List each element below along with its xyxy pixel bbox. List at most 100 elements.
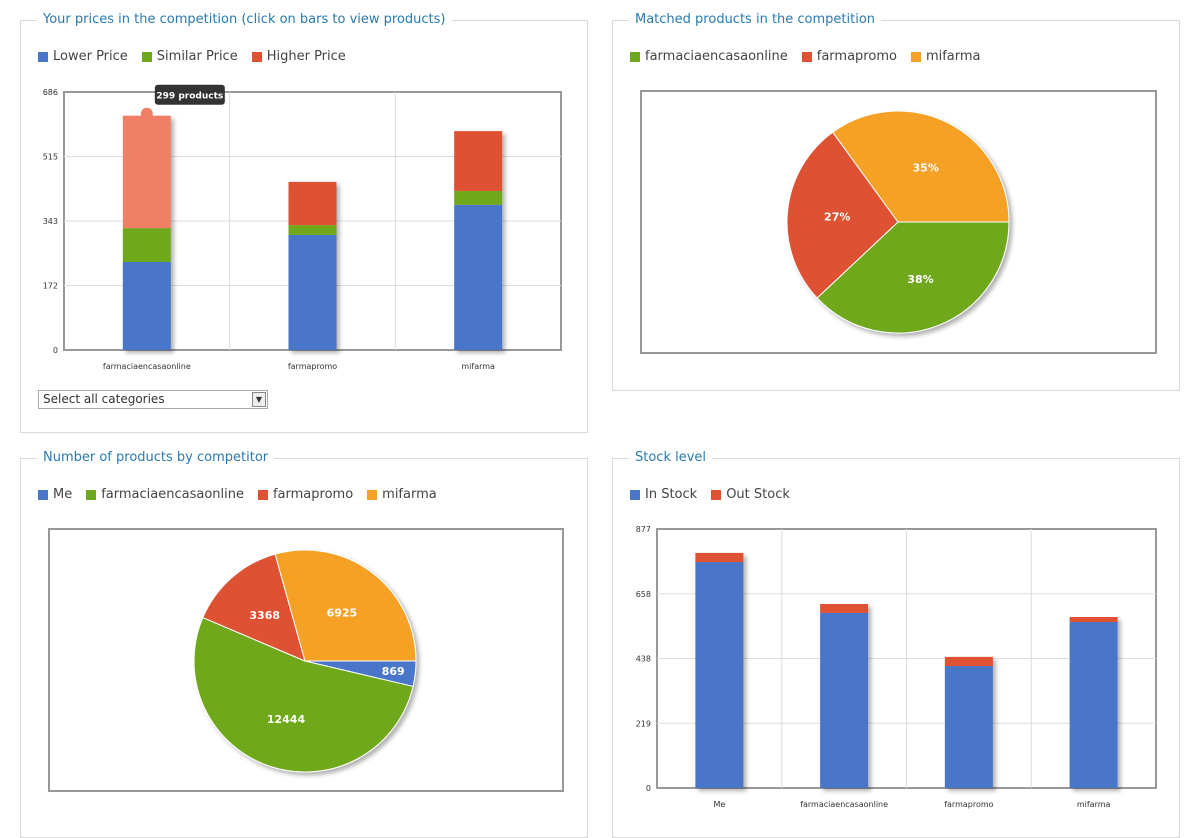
category-select[interactable]: Select all categories ▼ bbox=[38, 390, 268, 409]
panel-title: Number of products by competitor bbox=[37, 450, 275, 466]
legend-label: Out Stock bbox=[726, 487, 790, 502]
chart-legend: Lower Price Similar Price Higher Price bbox=[38, 49, 346, 64]
slice-label: 6925 bbox=[327, 606, 358, 619]
bar-segment[interactable] bbox=[288, 181, 337, 226]
bar-stack[interactable] bbox=[820, 604, 869, 788]
bar-segment[interactable] bbox=[820, 612, 869, 788]
legend-item[interactable]: Similar Price bbox=[141, 49, 238, 64]
y-tick-label: 219 bbox=[636, 719, 651, 728]
legend-swatch bbox=[38, 489, 48, 500]
y-tick-label: 877 bbox=[636, 525, 651, 534]
legend-swatch bbox=[630, 489, 640, 500]
prices-bar-chart[interactable]: 0 172 343 515 686 farmaciaencasaonline farmapr… bbox=[21, 21, 589, 381]
x-tick-label: farmapromo bbox=[288, 362, 337, 371]
bar-segment[interactable] bbox=[122, 115, 171, 229]
slice-label: 12444 bbox=[267, 713, 306, 726]
legend-swatch bbox=[38, 51, 48, 62]
chevron-down-icon[interactable]: ▼ bbox=[252, 392, 266, 407]
legend-label: Lower Price bbox=[53, 49, 128, 64]
bar-segment[interactable] bbox=[454, 190, 503, 205]
bar-stack[interactable] bbox=[288, 181, 337, 350]
tooltip bbox=[154, 84, 225, 105]
legend-item[interactable]: Higher Price bbox=[251, 49, 346, 64]
legend-item[interactable]: Me bbox=[38, 487, 72, 502]
pie bbox=[193, 549, 417, 773]
numprod-panel: Number of products by competitor Me farma… bbox=[20, 450, 588, 838]
legend-label: mifarma bbox=[925, 49, 981, 64]
legend-item[interactable]: farmapromo bbox=[257, 487, 354, 502]
slice-label: 27% bbox=[824, 210, 850, 223]
bar-segment[interactable] bbox=[695, 552, 744, 563]
bar-segment[interactable] bbox=[944, 666, 993, 788]
legend-label: Higher Price bbox=[266, 49, 346, 64]
bar-segment[interactable] bbox=[288, 234, 337, 350]
legend-label: Me bbox=[53, 487, 73, 502]
chart-legend: Me farmaciaencasaonline farmapromo mifarma bbox=[38, 487, 437, 502]
matched-panel: Matched products in the competition farm… bbox=[612, 12, 1180, 391]
legend-swatch bbox=[251, 51, 262, 62]
legend-label: mifarma bbox=[382, 487, 437, 502]
bar-segment[interactable] bbox=[122, 228, 171, 262]
x-tick-label: mifarma bbox=[461, 362, 495, 371]
pie-slice bbox=[274, 549, 417, 662]
pie-slice bbox=[816, 221, 1010, 334]
bar-segment[interactable] bbox=[1069, 622, 1118, 788]
pie-slice bbox=[202, 553, 306, 662]
legend-item[interactable]: farmaciaencasaonline bbox=[630, 49, 788, 64]
bar-stack[interactable] bbox=[122, 115, 171, 350]
bar-segment[interactable] bbox=[944, 656, 993, 667]
hover-marker bbox=[140, 107, 153, 120]
slice-label: 869 bbox=[382, 665, 405, 678]
bar-segment[interactable] bbox=[122, 261, 171, 350]
legend-label: farmapromo bbox=[272, 487, 354, 502]
bar-segment[interactable] bbox=[454, 131, 503, 191]
bar-stack[interactable] bbox=[695, 552, 744, 788]
legend-label: farmaciaencasaonline bbox=[101, 487, 244, 502]
bar-stack[interactable] bbox=[454, 131, 503, 350]
y-tick-label: 0 bbox=[646, 784, 651, 793]
y-tick-label: 172 bbox=[43, 282, 58, 291]
chart-legend: farmaciaencasaonline farmapromo mifarma bbox=[630, 49, 981, 64]
legend-label: In Stock bbox=[645, 487, 698, 502]
bar-segment[interactable] bbox=[288, 225, 337, 235]
legend-item[interactable]: farmapromo bbox=[801, 49, 897, 64]
panel-title: Your prices in the competition (click on… bbox=[37, 12, 452, 28]
y-tick-label: 658 bbox=[636, 590, 651, 599]
slice-label: 38% bbox=[907, 273, 933, 286]
legend-swatch bbox=[910, 51, 921, 62]
y-tick-label: 343 bbox=[43, 217, 58, 226]
matched-pie-chart: 38% 27% 35% bbox=[640, 90, 1157, 354]
bar-segment[interactable] bbox=[1069, 617, 1118, 623]
x-tick-label: farmaciaencasaonline bbox=[103, 362, 191, 371]
legend-swatch bbox=[141, 51, 152, 62]
y-tick-label: 0 bbox=[53, 346, 58, 355]
legend-swatch bbox=[711, 489, 722, 500]
legend-item[interactable]: In Stock bbox=[630, 487, 697, 502]
chart-legend: In Stock Out Stock bbox=[630, 487, 790, 502]
panel-title: Matched products in the competition bbox=[629, 12, 882, 28]
legend-item[interactable]: Out Stock bbox=[711, 487, 790, 502]
bar-segment[interactable] bbox=[695, 562, 744, 788]
pie bbox=[786, 110, 1010, 334]
stock-bar-chart[interactable]: 0 219 438 658 877 Me farmaciaencasaonline farma… bbox=[613, 459, 1181, 819]
panel-title: Stock level bbox=[629, 450, 713, 466]
legend-label: farmaciaencasaonline bbox=[645, 49, 788, 64]
legend-item[interactable]: Lower Price bbox=[38, 49, 128, 64]
legend-swatch bbox=[630, 51, 640, 62]
category-select-value: Select all categories bbox=[43, 392, 165, 406]
stock-panel: Stock level In Stock Out Stock 0 219 438 658… bbox=[612, 450, 1181, 838]
legend-swatch bbox=[86, 489, 97, 500]
numprod-pie-chart: 869 12444 3368 6925 bbox=[48, 528, 564, 792]
slice-label: 3368 bbox=[249, 609, 280, 622]
legend-label: farmapromo bbox=[816, 49, 897, 64]
bar-stack[interactable] bbox=[944, 656, 993, 788]
bar-stack[interactable] bbox=[1069, 617, 1118, 788]
legend-item[interactable]: mifarma bbox=[910, 49, 981, 64]
legend-swatch bbox=[801, 51, 812, 62]
legend-item[interactable]: mifarma bbox=[367, 487, 437, 502]
legend-item[interactable]: farmaciaencasaonline bbox=[86, 487, 244, 502]
bar-segment[interactable] bbox=[454, 204, 503, 350]
pie-slice bbox=[832, 110, 1010, 223]
bar-segment[interactable] bbox=[820, 604, 869, 613]
legend-swatch bbox=[367, 489, 378, 500]
